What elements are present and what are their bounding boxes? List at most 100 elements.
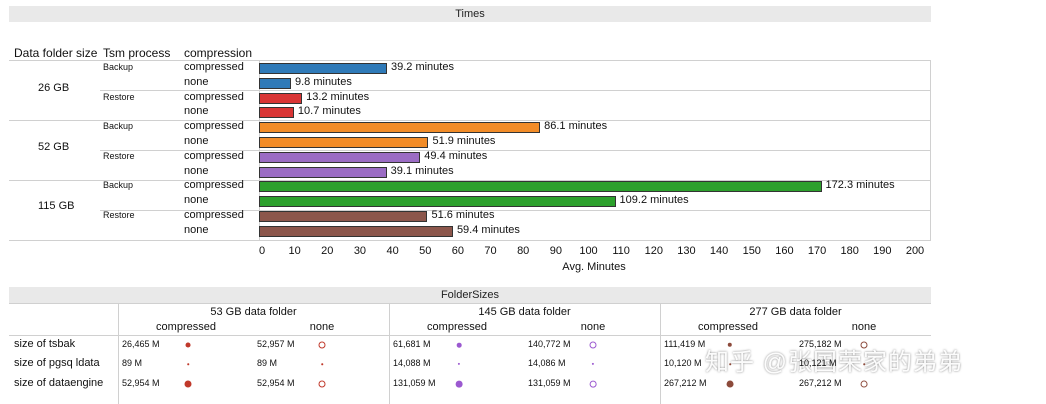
bar [259,77,291,89]
compressed-header: compressed [698,321,758,333]
x-tick-label: 190 [873,245,892,257]
bar-label: 49.4 minutes [424,149,488,162]
x-tick-label: 100 [579,245,598,257]
x-axis-title: Avg. Minutes [562,261,626,273]
fs-block-divider [389,303,390,404]
compressed-dot [455,380,463,388]
bar-label: 86.1 minutes [544,120,608,133]
compression-label: none [184,164,209,177]
process-label: Backup [103,180,134,191]
bar [259,181,822,193]
process-separator [100,90,931,91]
x-tick-label: 180 [840,245,859,257]
metric-label: size of pgsq ldata [14,357,100,369]
compressed-dot [729,363,731,365]
process-label: Restore [103,210,135,220]
compression-label: none [184,105,209,118]
group-label-26gb: 26 GB [38,82,70,94]
bar-label: 39.2 minutes [390,61,454,73]
bar-label: 51.9 minutes [432,135,496,147]
times-title: Times [9,6,931,22]
fs-top-line [9,303,931,304]
bar-label: 9.8 minutes [294,75,352,88]
bar [259,166,387,178]
compressed-value: 111,419 M [664,339,706,349]
x-tick-label: 160 [775,245,794,257]
none-dot [318,380,326,388]
none-value: 10,121 M [799,358,837,368]
compressed-dot [456,342,462,348]
compression-label: compressed [184,61,244,73]
compressed-value: 89 M [122,358,143,368]
x-tick-label: 90 [549,245,562,257]
compressed-dot [184,380,192,388]
bar-label: 109.2 minutes [619,194,689,207]
process-label: Restore [103,91,135,102]
compression-label: compressed [184,90,244,103]
bar [259,107,294,119]
none-dot [860,341,868,349]
compression-label: compressed [184,209,244,221]
none-dot [860,380,868,388]
none-dot [591,362,595,366]
none-value: 89 M [257,358,278,368]
compression-label: none [184,223,209,236]
bar-label: 59.4 minutes [456,223,520,236]
bar [259,196,616,208]
metric-label: size of tsbak [14,338,76,350]
compressed-header: compressed [156,321,216,333]
compressed-value: 10,120 M [664,358,702,368]
process-separator [100,150,931,151]
compression-label: compressed [184,120,244,133]
times-bottom-line [9,240,931,241]
header-data-folder-size: Data folder size [14,46,98,60]
group-label-115gb: 115 GB [38,200,75,213]
none-value: 14,086 M [528,358,566,368]
none-header: none [851,321,877,333]
header-compression: compression [184,46,253,60]
bar-label: 13.2 minutes [306,90,370,103]
x-tick-label: 170 [807,245,827,257]
x-tick-label: 150 [742,245,761,257]
bar [259,137,429,148]
header-tsm-process: Tsm process [103,46,171,60]
folder-header: 145 GB data folder [478,306,571,318]
none-value: 140,772 M [528,339,571,349]
none-dot [589,380,597,388]
x-tick-label: 40 [386,245,399,257]
bar-label: 39.1 minutes [390,164,454,177]
bar [259,63,387,74]
compression-label: compressed [184,149,244,162]
none-value: 131,059 M [528,378,571,388]
fs-header-line [9,335,931,336]
folder-sizes-title: FolderSizes [9,287,931,303]
fs-block-divider [660,303,661,404]
compression-label: none [184,194,209,207]
x-tick-label: 10 [288,245,301,257]
bar-label: 172.3 minutes [825,179,895,192]
compressed-dot [187,363,189,365]
none-header: none [580,321,606,333]
compressed-dot [726,380,734,388]
bar-label: 10.7 minutes [297,105,361,118]
none-dot [321,363,323,365]
fs-label-divider [118,303,119,404]
none-value: 267,212 M [799,378,842,388]
none-value: 275,182 M [799,339,842,349]
compressed-value: 14,088 M [393,358,431,368]
none-dot [863,363,865,365]
x-tick-label: 110 [612,245,630,257]
compression-label: none [184,135,209,147]
compressed-dot [727,342,733,348]
bar-label: 51.6 minutes [431,209,495,221]
times-top-line [9,60,931,61]
x-tick-label: 0 [258,245,266,257]
metric-label: size of dataengine [14,377,104,389]
bar [259,225,453,237]
compressed-header: compressed [427,321,487,333]
process-label: Restore [103,150,135,161]
none-value: 52,954 M [257,378,295,388]
bar [259,211,428,222]
compressed-value: 52,954 M [122,378,160,388]
process-label: Backup [103,62,134,72]
